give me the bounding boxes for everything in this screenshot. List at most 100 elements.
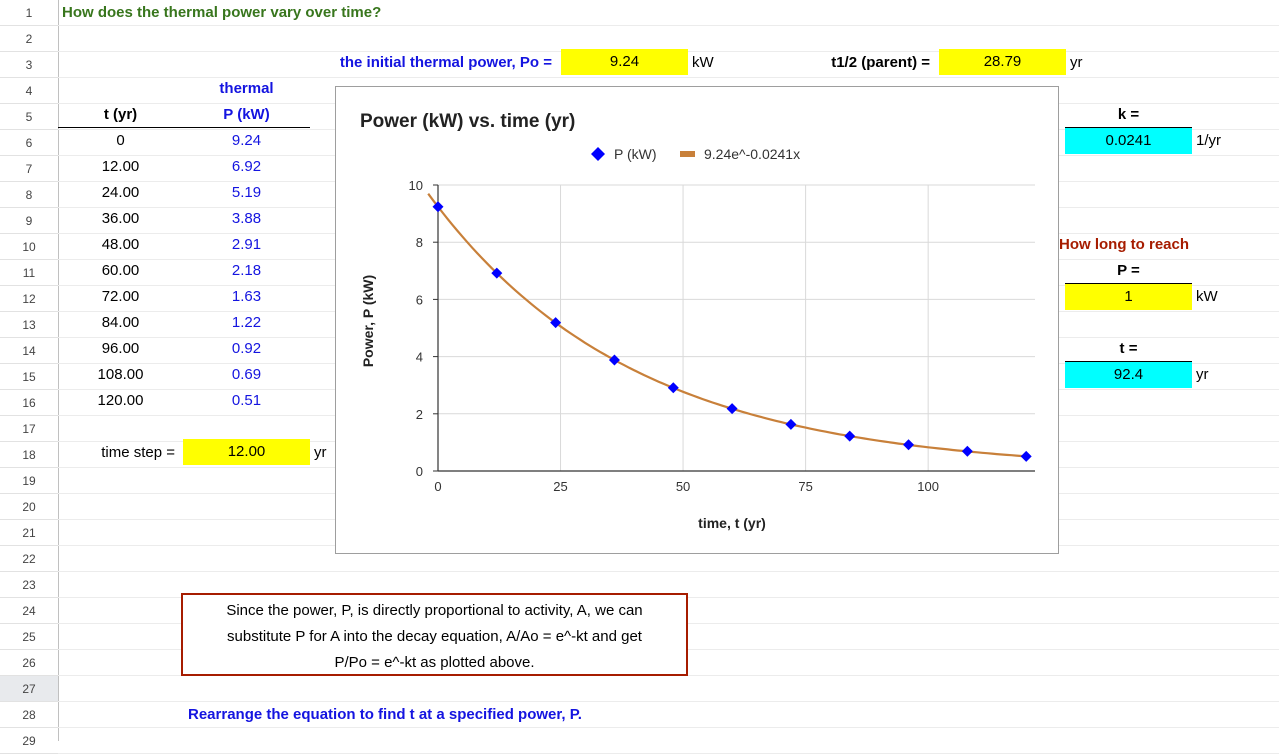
reach-t-value-cell[interactable]: 92.4 [1065,362,1192,388]
table-cell-p[interactable]: 6.92 [231,158,262,175]
table-cell-t[interactable]: 0 [116,132,125,149]
row-header[interactable]: 8 [0,182,58,208]
table-cell-t[interactable]: 96.00 [101,340,140,357]
row-header[interactable]: 28 [0,702,58,728]
chart-legend: P (kW) 9.24e^-0.0241x [591,146,800,162]
data-point[interactable] [726,403,738,415]
row-header[interactable]: 12 [0,286,58,312]
row-header[interactable]: 18 [0,442,58,468]
trendline [427,193,1027,458]
row-header[interactable]: 20 [0,494,58,520]
row-header[interactable]: 24 [0,598,58,624]
table-cell-t[interactable]: 72.00 [101,288,140,305]
row-header[interactable]: 4 [0,78,58,104]
reach-t-label: t = [1119,340,1138,357]
table-cell-p[interactable]: 2.91 [231,236,262,253]
data-point[interactable] [1020,450,1032,462]
note-line: Since the power, P, is directly proporti… [226,602,643,619]
row-header[interactable]: 7 [0,156,58,182]
x-tick-label: 50 [676,479,690,494]
table-header-underline [58,127,310,128]
row-gridline [58,727,1279,728]
chart-title: Power (kW) vs. time (yr) [360,111,575,132]
legend-marker-points [591,147,605,161]
table-cell-p[interactable]: 0.69 [231,366,262,383]
x-axis-label: time, t (yr) [698,515,766,531]
table-cell-p[interactable]: 0.51 [231,392,262,409]
row-header[interactable]: 15 [0,364,58,390]
table-cell-p[interactable]: 0.92 [231,340,262,357]
row-header[interactable]: 5 [0,104,58,130]
data-point[interactable] [961,445,973,457]
row-header[interactable]: 11 [0,260,58,286]
table-header-t: t (yr) [103,106,138,123]
row-header[interactable]: 6 [0,130,58,156]
legend-label-points: P (kW) [614,146,657,162]
table-cell-t[interactable]: 84.00 [101,314,140,331]
table-cell-t[interactable]: 48.00 [101,236,140,253]
data-point[interactable] [844,430,856,442]
half-life-value-cell[interactable]: 28.79 [939,49,1066,75]
reach-t-underline [1065,361,1192,362]
row-header[interactable]: 29 [0,728,58,754]
data-point[interactable] [785,418,797,430]
table-cell-t[interactable]: 12.00 [101,158,140,175]
y-tick-label: 2 [416,407,423,422]
data-point[interactable] [608,354,620,366]
row-header[interactable]: 26 [0,650,58,676]
row-header[interactable]: 21 [0,520,58,546]
row-header[interactable]: 27 [0,676,58,702]
y-tick-label: 0 [416,464,423,479]
table-cell-p[interactable]: 9.24 [231,132,262,149]
table-cell-t[interactable]: 120.00 [97,392,144,409]
table-cell-p[interactable]: 3.88 [231,210,262,227]
reach-p-unit: kW [1196,288,1218,305]
table-header-p: P (kW) [223,106,270,123]
x-tick-label: 75 [798,479,812,494]
half-life-label: t1/2 (parent) = [831,54,930,71]
x-tick-label: 100 [917,479,939,494]
row-header[interactable]: 3 [0,52,58,78]
row-header[interactable]: 1 [0,0,58,26]
y-tick-label: 4 [416,350,423,365]
row-header[interactable]: 17 [0,416,58,442]
row-header[interactable]: 10 [0,234,58,260]
legend-marker-trendline [680,151,695,157]
data-point[interactable] [550,317,562,329]
timestep-label: time step = [101,444,175,461]
table-cell-p[interactable]: 1.63 [231,288,262,305]
row-header[interactable]: 23 [0,572,58,598]
table-cell-t[interactable]: 60.00 [101,262,140,279]
row-header[interactable]: 13 [0,312,58,338]
note-line: P/Po = e^-kt as plotted above. [334,654,535,671]
row-header[interactable]: 22 [0,546,58,572]
data-point[interactable] [432,201,444,213]
legend-label-trendline: 9.24e^-0.0241x [704,146,800,162]
table-cell-t[interactable]: 36.00 [101,210,140,227]
table-cell-p[interactable]: 1.22 [231,314,262,331]
table-cell-t[interactable]: 24.00 [101,184,140,201]
power-vs-time-chart[interactable]: Power (kW) vs. time (yr) P (kW) 9.24e^-0.… [335,86,1059,554]
half-life-unit: yr [1070,54,1083,71]
data-point[interactable] [667,382,679,394]
row-header[interactable]: 14 [0,338,58,364]
x-tick-label: 25 [553,479,567,494]
row-header[interactable]: 25 [0,624,58,650]
row-header[interactable]: 9 [0,208,58,234]
row-header[interactable]: 16 [0,390,58,416]
timestep-value-cell[interactable]: 12.00 [183,439,310,465]
row-gridline [58,25,1279,26]
p0-value-cell[interactable]: 9.24 [561,49,688,75]
k-value-cell[interactable]: 0.0241 [1065,128,1192,154]
data-point[interactable] [903,439,915,451]
row-header[interactable]: 19 [0,468,58,494]
table-cell-p[interactable]: 2.18 [231,262,262,279]
row-header[interactable]: 2 [0,26,58,52]
table-cell-t[interactable]: 108.00 [97,366,144,383]
row-gridline [58,701,1279,702]
table-cell-p[interactable]: 5.19 [231,184,262,201]
reach-p-value-cell[interactable]: 1 [1065,284,1192,310]
data-point[interactable] [491,267,503,279]
k-underline [1065,127,1192,128]
